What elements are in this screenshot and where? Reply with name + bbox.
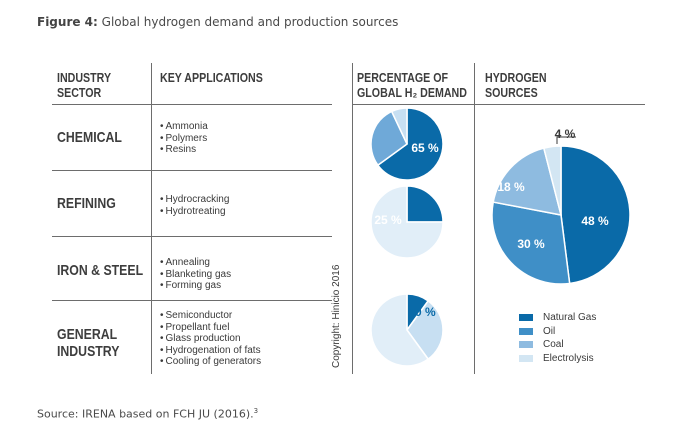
legend-item-coal: Coal xyxy=(519,338,596,352)
legend-swatch xyxy=(519,314,533,322)
source-text: Source: IRENA based on FCH JU (2016). xyxy=(37,407,254,421)
pie-slice xyxy=(492,147,563,216)
header-key-applications: KEY APPLICATIONS xyxy=(160,70,263,85)
application-item: Ammonia xyxy=(160,121,208,133)
row-divider xyxy=(52,236,332,237)
pie-slice xyxy=(390,107,408,145)
legend-swatch xyxy=(519,341,533,349)
legend-item-natural-gas: Natural Gas xyxy=(519,311,596,325)
pie-slice xyxy=(406,299,444,361)
source-note: Source: IRENA based on FCH JU (2016).3 xyxy=(37,407,258,421)
pie-slice xyxy=(370,293,430,367)
legend-item-oil: Oil xyxy=(519,325,596,339)
pie-data-label: 65 % xyxy=(411,141,439,155)
legend-swatch xyxy=(519,354,533,362)
sector-iron-steel: IRON & STEEL xyxy=(57,262,144,279)
legend-label: Coal xyxy=(543,339,564,351)
header-percentage: PERCENTAGE OF GLOBAL H₂ DEMAND xyxy=(357,70,467,100)
applications-iron-steel: Annealing Blanketing gas Forming gas xyxy=(160,257,232,292)
column-divider xyxy=(151,63,152,374)
application-item: Resins xyxy=(160,144,208,156)
pie-slice xyxy=(542,145,562,216)
application-item: Propellant fuel xyxy=(160,322,261,334)
applications-chemical: Ammonia Polymers Resins xyxy=(160,121,208,156)
application-item: Cooling of generators xyxy=(160,356,262,368)
legend-item-electrolysis: Electrolysis xyxy=(519,352,596,366)
pie-slice xyxy=(376,107,444,181)
application-item: Polymers xyxy=(160,133,208,145)
sector-chemical: CHEMICAL xyxy=(57,129,122,146)
header-divider-left xyxy=(52,104,332,105)
pie-data-label: 48 % xyxy=(581,214,609,228)
legend: Natural Gas Oil Coal Electrolysis xyxy=(519,311,596,365)
application-item: Forming gas xyxy=(160,280,231,292)
pie-data-label: 4 % xyxy=(555,127,576,141)
header-divider-right xyxy=(352,104,645,105)
pie-slice xyxy=(370,185,444,259)
pie-data-label: 18 % xyxy=(497,180,525,194)
application-item: Hydrotreating xyxy=(160,206,229,218)
figure-label: Figure 4: xyxy=(37,15,98,29)
pie-slice xyxy=(560,145,631,285)
sector-general-industry: GENERAL INDUSTRY xyxy=(57,326,120,360)
application-item: Hydrogenation of fats xyxy=(160,345,261,357)
legend-label: Oil xyxy=(543,325,556,337)
source-footnote: 3 xyxy=(253,407,259,415)
legend-label: Electrolysis xyxy=(543,352,594,364)
application-item: Annealing xyxy=(160,257,231,269)
pie-data-label: 30 % xyxy=(517,237,545,251)
legend-swatch xyxy=(519,327,533,335)
applications-refining: Hydrocracking Hydrotreating xyxy=(160,194,230,218)
pie-slice xyxy=(406,185,444,223)
column-divider xyxy=(352,63,353,374)
applications-general-industry: Semiconductor Propellant fuel Glass prod… xyxy=(160,310,262,368)
figure-title-text: Global hydrogen demand and production so… xyxy=(101,15,399,29)
application-item: Semiconductor xyxy=(160,310,261,322)
figure-title: Figure 4: Global hydrogen demand and pro… xyxy=(37,15,398,29)
sector-refining: REFINING xyxy=(57,195,116,212)
application-item: Hydrocracking xyxy=(160,194,230,206)
pie-slice xyxy=(491,201,571,285)
application-item: Blanketing gas xyxy=(160,269,232,281)
leader-line xyxy=(556,136,576,144)
row-divider xyxy=(52,170,332,171)
row-divider xyxy=(52,300,332,301)
application-item: Glass production xyxy=(160,333,261,345)
column-divider xyxy=(474,63,475,374)
pie-data-label: 25 % xyxy=(374,213,402,227)
header-industry-sector: INDUSTRY SECTOR xyxy=(57,70,112,100)
header-hydrogen-sources: HYDROGEN SOURCES xyxy=(485,70,547,100)
legend-label: Natural Gas xyxy=(543,312,597,324)
pie-slice xyxy=(370,110,408,167)
pie-data-label: 10 % xyxy=(408,305,436,319)
